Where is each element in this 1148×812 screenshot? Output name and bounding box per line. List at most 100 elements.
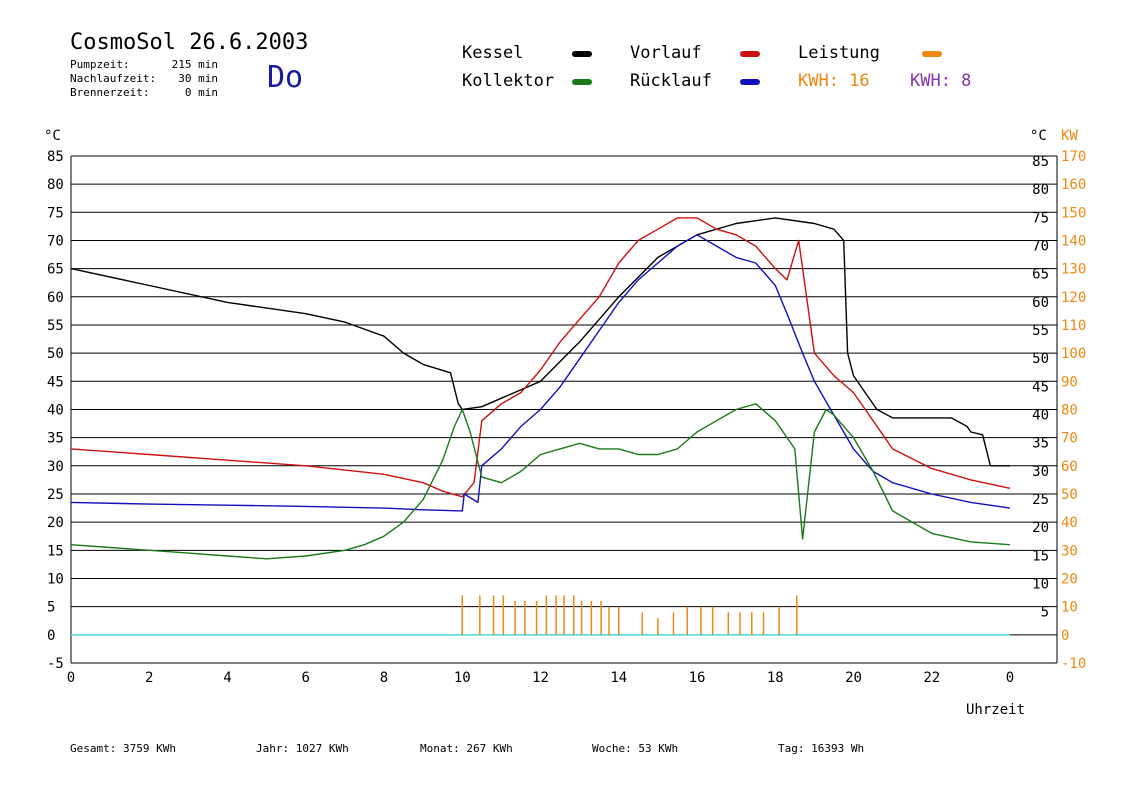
legend-kollektor-swatch [572, 79, 592, 85]
footer-woche: Woche: 53 KWh [592, 742, 679, 755]
legend-ruecklauf-swatch [740, 79, 760, 85]
y-tick-left-70: 70 [47, 233, 64, 249]
x-tick-2: 4 [223, 670, 231, 686]
y-unit-right: °C [1030, 128, 1047, 144]
series-kollektor-line [70, 403, 1011, 560]
info-nachlaufzeit-label: Nachlaufzeit: [70, 72, 157, 85]
kw-tick-170: 170 [1061, 149, 1086, 165]
kw-tick-0: 0 [1061, 628, 1069, 644]
kw-unit: KW [1061, 128, 1078, 144]
kw-tick-50: 50 [1061, 487, 1078, 503]
x-tick-1: 2 [145, 670, 153, 686]
footer-tag: Tag: 16393 Wh [778, 742, 865, 755]
info-nachlaufzeit-value: 30 min [178, 72, 218, 85]
y-tick-right-55: 55 [1032, 323, 1049, 339]
kw-tick-40: 40 [1061, 515, 1078, 531]
x-tick-8: 16 [689, 670, 706, 686]
legend-kollektor-label: Kollektor [462, 71, 555, 91]
y-tick-right-70: 70 [1032, 238, 1049, 254]
series-vorlauf-line [70, 217, 1011, 498]
y-tick-right-75: 75 [1032, 210, 1049, 226]
series-ruecklauf-line [70, 234, 1011, 512]
y-tick-right-40: 40 [1032, 407, 1049, 423]
legend-leistung-label: Leistung [798, 43, 880, 63]
kw-tick-120: 120 [1061, 290, 1086, 306]
legend-leistung-swatch [922, 51, 942, 57]
x-tick-12: 0 [1006, 670, 1014, 686]
kw-tick-90: 90 [1061, 374, 1078, 390]
y-tick-right-65: 65 [1032, 267, 1049, 283]
y-tick-right-5: 5 [1041, 605, 1049, 621]
legend-kwh-solar: KWH: 16 [798, 71, 870, 91]
y-tick-left-80: 80 [47, 177, 64, 193]
y-tick-left-65: 65 [47, 262, 64, 278]
legend-kwh-second: KWH: 8 [910, 71, 972, 91]
legend-kessel-swatch [572, 51, 592, 57]
y-tick-left-35: 35 [47, 431, 64, 447]
y-tick-left--5: -5 [47, 656, 64, 672]
kw-tick-160: 160 [1061, 177, 1086, 193]
legend-kessel-label: Kessel [462, 43, 524, 63]
y-tick-right-45: 45 [1032, 379, 1049, 395]
kw-tick-60: 60 [1061, 459, 1078, 475]
y-tick-right-80: 80 [1032, 182, 1049, 198]
y-tick-left-30: 30 [47, 459, 64, 475]
info-brennerzeit-value: 0 min [184, 86, 218, 99]
kw-tick-140: 140 [1061, 233, 1086, 249]
y-tick-left-10: 10 [47, 571, 64, 587]
y-tick-right-25: 25 [1032, 492, 1049, 508]
kw-tick-100: 100 [1061, 346, 1086, 362]
legend-vorlauf-label: Vorlauf [630, 43, 702, 63]
kw-tick-150: 150 [1061, 205, 1086, 221]
kw-tick-20: 20 [1061, 571, 1078, 587]
y-tick-left-15: 15 [47, 543, 64, 559]
y-tick-left-50: 50 [47, 346, 64, 362]
y-tick-left-5: 5 [47, 600, 55, 616]
kw-tick-70: 70 [1061, 431, 1078, 447]
legend-ruecklauf-label: Rücklauf [630, 71, 712, 91]
info-brennerzeit-label: Brennerzeit: [70, 86, 150, 99]
footer-jahr: Jahr: 1027 KWh [256, 742, 349, 755]
footer-monat: Monat: 267 KWh [420, 742, 513, 755]
y-tick-right-85: 85 [1032, 154, 1049, 170]
kw-tick-110: 110 [1061, 318, 1086, 334]
x-tick-4: 8 [380, 670, 388, 686]
x-axis-label: Uhrzeit [966, 702, 1025, 718]
y-tick-left-55: 55 [47, 318, 64, 334]
y-tick-left-45: 45 [47, 374, 64, 390]
y-tick-left-60: 60 [47, 290, 64, 306]
y-tick-right-15: 15 [1032, 548, 1049, 564]
x-tick-3: 6 [302, 670, 310, 686]
x-tick-0: 0 [67, 670, 75, 686]
x-tick-6: 12 [532, 670, 549, 686]
y-tick-left-20: 20 [47, 515, 64, 531]
chart-title: CosmoSol 26.6.2003 [70, 30, 309, 55]
x-tick-5: 10 [454, 670, 471, 686]
y-tick-left-25: 25 [47, 487, 64, 503]
kw-tick-10: 10 [1061, 600, 1078, 616]
y-unit-left: °C [44, 128, 61, 144]
series-kessel-line [70, 217, 1010, 467]
y-tick-left-85: 85 [47, 149, 64, 165]
legend-vorlauf-swatch [740, 51, 760, 57]
info-pumpzeit-value: 215 min [171, 58, 218, 71]
x-tick-7: 14 [610, 670, 627, 686]
y-tick-left-75: 75 [47, 205, 64, 221]
x-tick-10: 20 [845, 670, 862, 686]
kw-tick-80: 80 [1061, 402, 1078, 418]
x-tick-9: 18 [767, 670, 784, 686]
footer-gesamt: Gesamt: 3759 KWh [70, 742, 176, 755]
y-tick-right-10: 10 [1032, 576, 1049, 592]
weekday-label: Do [267, 60, 304, 95]
info-pumpzeit-label: Pumpzeit: [70, 58, 130, 71]
y-tick-right-30: 30 [1032, 464, 1049, 480]
y-tick-right-20: 20 [1032, 520, 1049, 536]
y-tick-right-60: 60 [1032, 295, 1049, 311]
y-tick-right-50: 50 [1032, 351, 1049, 367]
kw-tick-30: 30 [1061, 543, 1078, 559]
kw-tick--10: -10 [1061, 656, 1086, 672]
y-tick-left-40: 40 [47, 402, 64, 418]
y-tick-left-0: 0 [47, 628, 55, 644]
kw-tick-130: 130 [1061, 262, 1086, 278]
